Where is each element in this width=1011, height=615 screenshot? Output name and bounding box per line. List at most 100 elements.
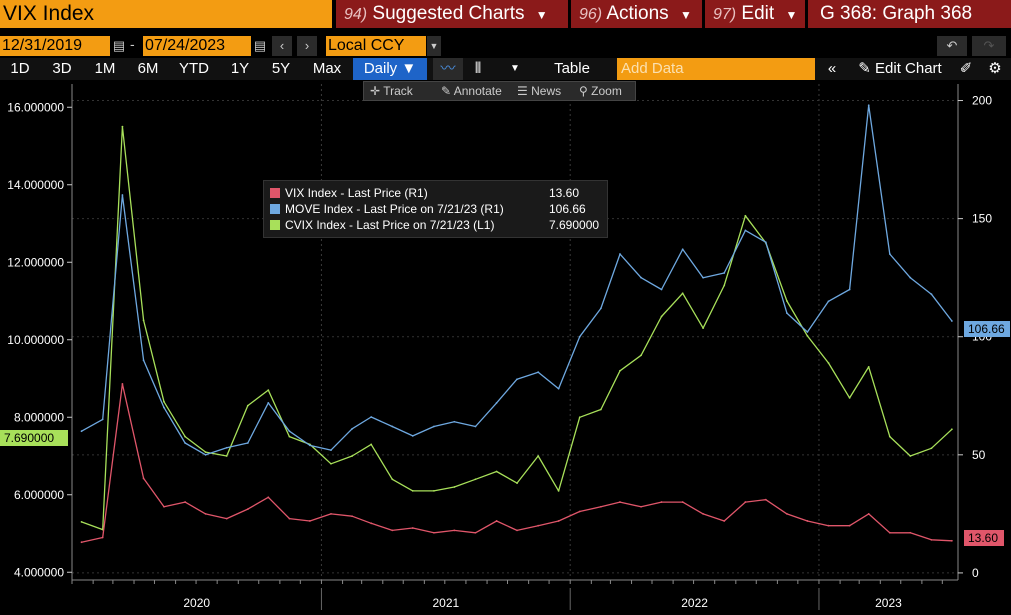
frequency-select[interactable]: Daily ▼	[353, 58, 427, 80]
data-point	[495, 470, 498, 473]
start-date-input[interactable]: 12/31/2019	[0, 36, 110, 56]
title-bar: VIX Index 94) Suggested Charts ▼ 96) Act…	[0, 0, 1011, 30]
data-point	[888, 531, 891, 534]
data-point	[142, 359, 145, 362]
actions-menu[interactable]: 96) Actions ▼	[571, 0, 702, 28]
pencil-icon: ✎	[441, 84, 452, 98]
data-point	[619, 501, 621, 503]
data-point	[101, 418, 104, 421]
prev-arrow-icon[interactable]: ‹	[272, 36, 292, 56]
zoom-tool[interactable]: ⚲ Zoom	[579, 84, 622, 98]
data-point	[246, 404, 249, 407]
period-5y[interactable]: 5Y	[271, 60, 291, 77]
news-tool[interactable]: ☰ News	[517, 84, 562, 98]
data-point	[80, 520, 83, 523]
data-point	[660, 315, 663, 318]
end-date-input[interactable]: 07/24/2023	[143, 36, 251, 56]
x-tick-label: 2021	[432, 596, 459, 610]
legend-value-cvix: 7.690000	[549, 218, 600, 232]
add-data-input[interactable]: Add Data	[617, 58, 815, 80]
right-tick-label: 50	[972, 448, 986, 462]
right-tick-label: 150	[972, 212, 992, 226]
data-point	[267, 401, 270, 404]
data-point	[867, 104, 870, 107]
chevron-down-icon[interactable]: ▼	[427, 36, 441, 56]
track-tool[interactable]: ✛ Track	[370, 84, 413, 98]
line-chart-icon[interactable]: 〰	[433, 58, 463, 80]
data-point	[267, 496, 270, 499]
data-point	[330, 462, 332, 465]
data-point	[184, 442, 187, 444]
period-ytd[interactable]: YTD	[179, 60, 209, 77]
data-point	[142, 477, 145, 480]
data-point	[599, 505, 602, 508]
data-point	[950, 539, 953, 542]
data-point	[308, 444, 311, 447]
data-point	[246, 442, 249, 444]
data-point	[351, 427, 354, 430]
data-point	[453, 420, 456, 423]
redo-icon[interactable]: ↷	[972, 36, 1006, 56]
data-point	[537, 524, 540, 527]
left-tick-label: 10.000000	[7, 333, 64, 347]
data-point	[225, 517, 228, 520]
data-point	[80, 430, 83, 433]
data-point	[288, 435, 291, 438]
data-point	[411, 527, 414, 529]
edit-chart-button[interactable]: ✎ Edit Chart	[858, 60, 942, 77]
data-point	[702, 276, 705, 279]
data-point	[330, 512, 332, 515]
ticker-field[interactable]: VIX Index	[0, 0, 332, 28]
data-point	[370, 443, 373, 446]
period-1m[interactable]: 1M	[94, 60, 116, 77]
data-point	[723, 272, 726, 274]
undo-icon[interactable]: ↶	[937, 36, 967, 56]
cvix-last-value-tag: 7.690000	[0, 430, 68, 446]
chevron-down-icon[interactable]: ▼	[510, 63, 520, 74]
data-point	[432, 425, 435, 428]
left-tick-label: 8.000000	[14, 410, 64, 424]
data-point	[225, 455, 228, 457]
data-point	[267, 389, 270, 392]
move-last-value-tag: 106.66	[964, 321, 1010, 337]
data-point	[411, 489, 414, 492]
data-point	[204, 453, 207, 456]
legend-value-move: 106.66	[549, 202, 586, 216]
data-point	[121, 194, 124, 196]
data-point	[330, 449, 332, 451]
data-point	[619, 369, 621, 372]
left-tick-label: 12.000000	[7, 255, 64, 269]
period-3d[interactable]: 3D	[52, 60, 72, 77]
edit-menu[interactable]: 97) Edit ▼	[705, 0, 805, 28]
calendar-icon[interactable]: ▤	[252, 36, 268, 56]
data-point	[806, 334, 809, 337]
chart-legend[interactable]: VIX Index - Last Price (R1) 13.60 MOVE I…	[263, 180, 608, 238]
data-point	[930, 447, 933, 450]
bar-chart-icon[interactable]: ⫴	[474, 60, 482, 77]
calendar-icon[interactable]: ▤	[111, 36, 127, 56]
period-1d[interactable]: 1D	[10, 60, 30, 77]
left-tick-label: 6.000000	[14, 488, 64, 502]
data-point	[578, 416, 581, 419]
table-button[interactable]: Table	[554, 60, 590, 77]
gear-icon[interactable]: ⚙	[988, 60, 1002, 77]
next-arrow-icon[interactable]: ›	[297, 36, 317, 56]
collapse-icon[interactable]: «	[827, 60, 837, 77]
edit-icon[interactable]: ✐	[959, 60, 973, 77]
crosshair-icon: ✛	[370, 84, 381, 98]
data-point	[930, 293, 933, 296]
x-tick-label: 2022	[681, 596, 708, 610]
chart-area[interactable]: 4.000000 6.000000 8.000000 10.000000 12.0000…	[0, 84, 1011, 615]
suggested-charts-menu[interactable]: 94) Suggested Charts ▼	[336, 0, 568, 28]
data-point	[578, 335, 581, 338]
data-point	[867, 512, 870, 515]
data-point	[474, 425, 477, 428]
annotate-tool[interactable]: ✎ Annotate	[441, 84, 502, 98]
period-1y[interactable]: 1Y	[230, 60, 250, 77]
period-max[interactable]: Max	[312, 60, 342, 77]
period-6m[interactable]: 6M	[137, 60, 159, 77]
grid-lines	[72, 84, 958, 580]
currency-select[interactable]: Local CCY	[326, 36, 426, 56]
data-point	[702, 327, 705, 330]
data-point	[764, 241, 767, 244]
